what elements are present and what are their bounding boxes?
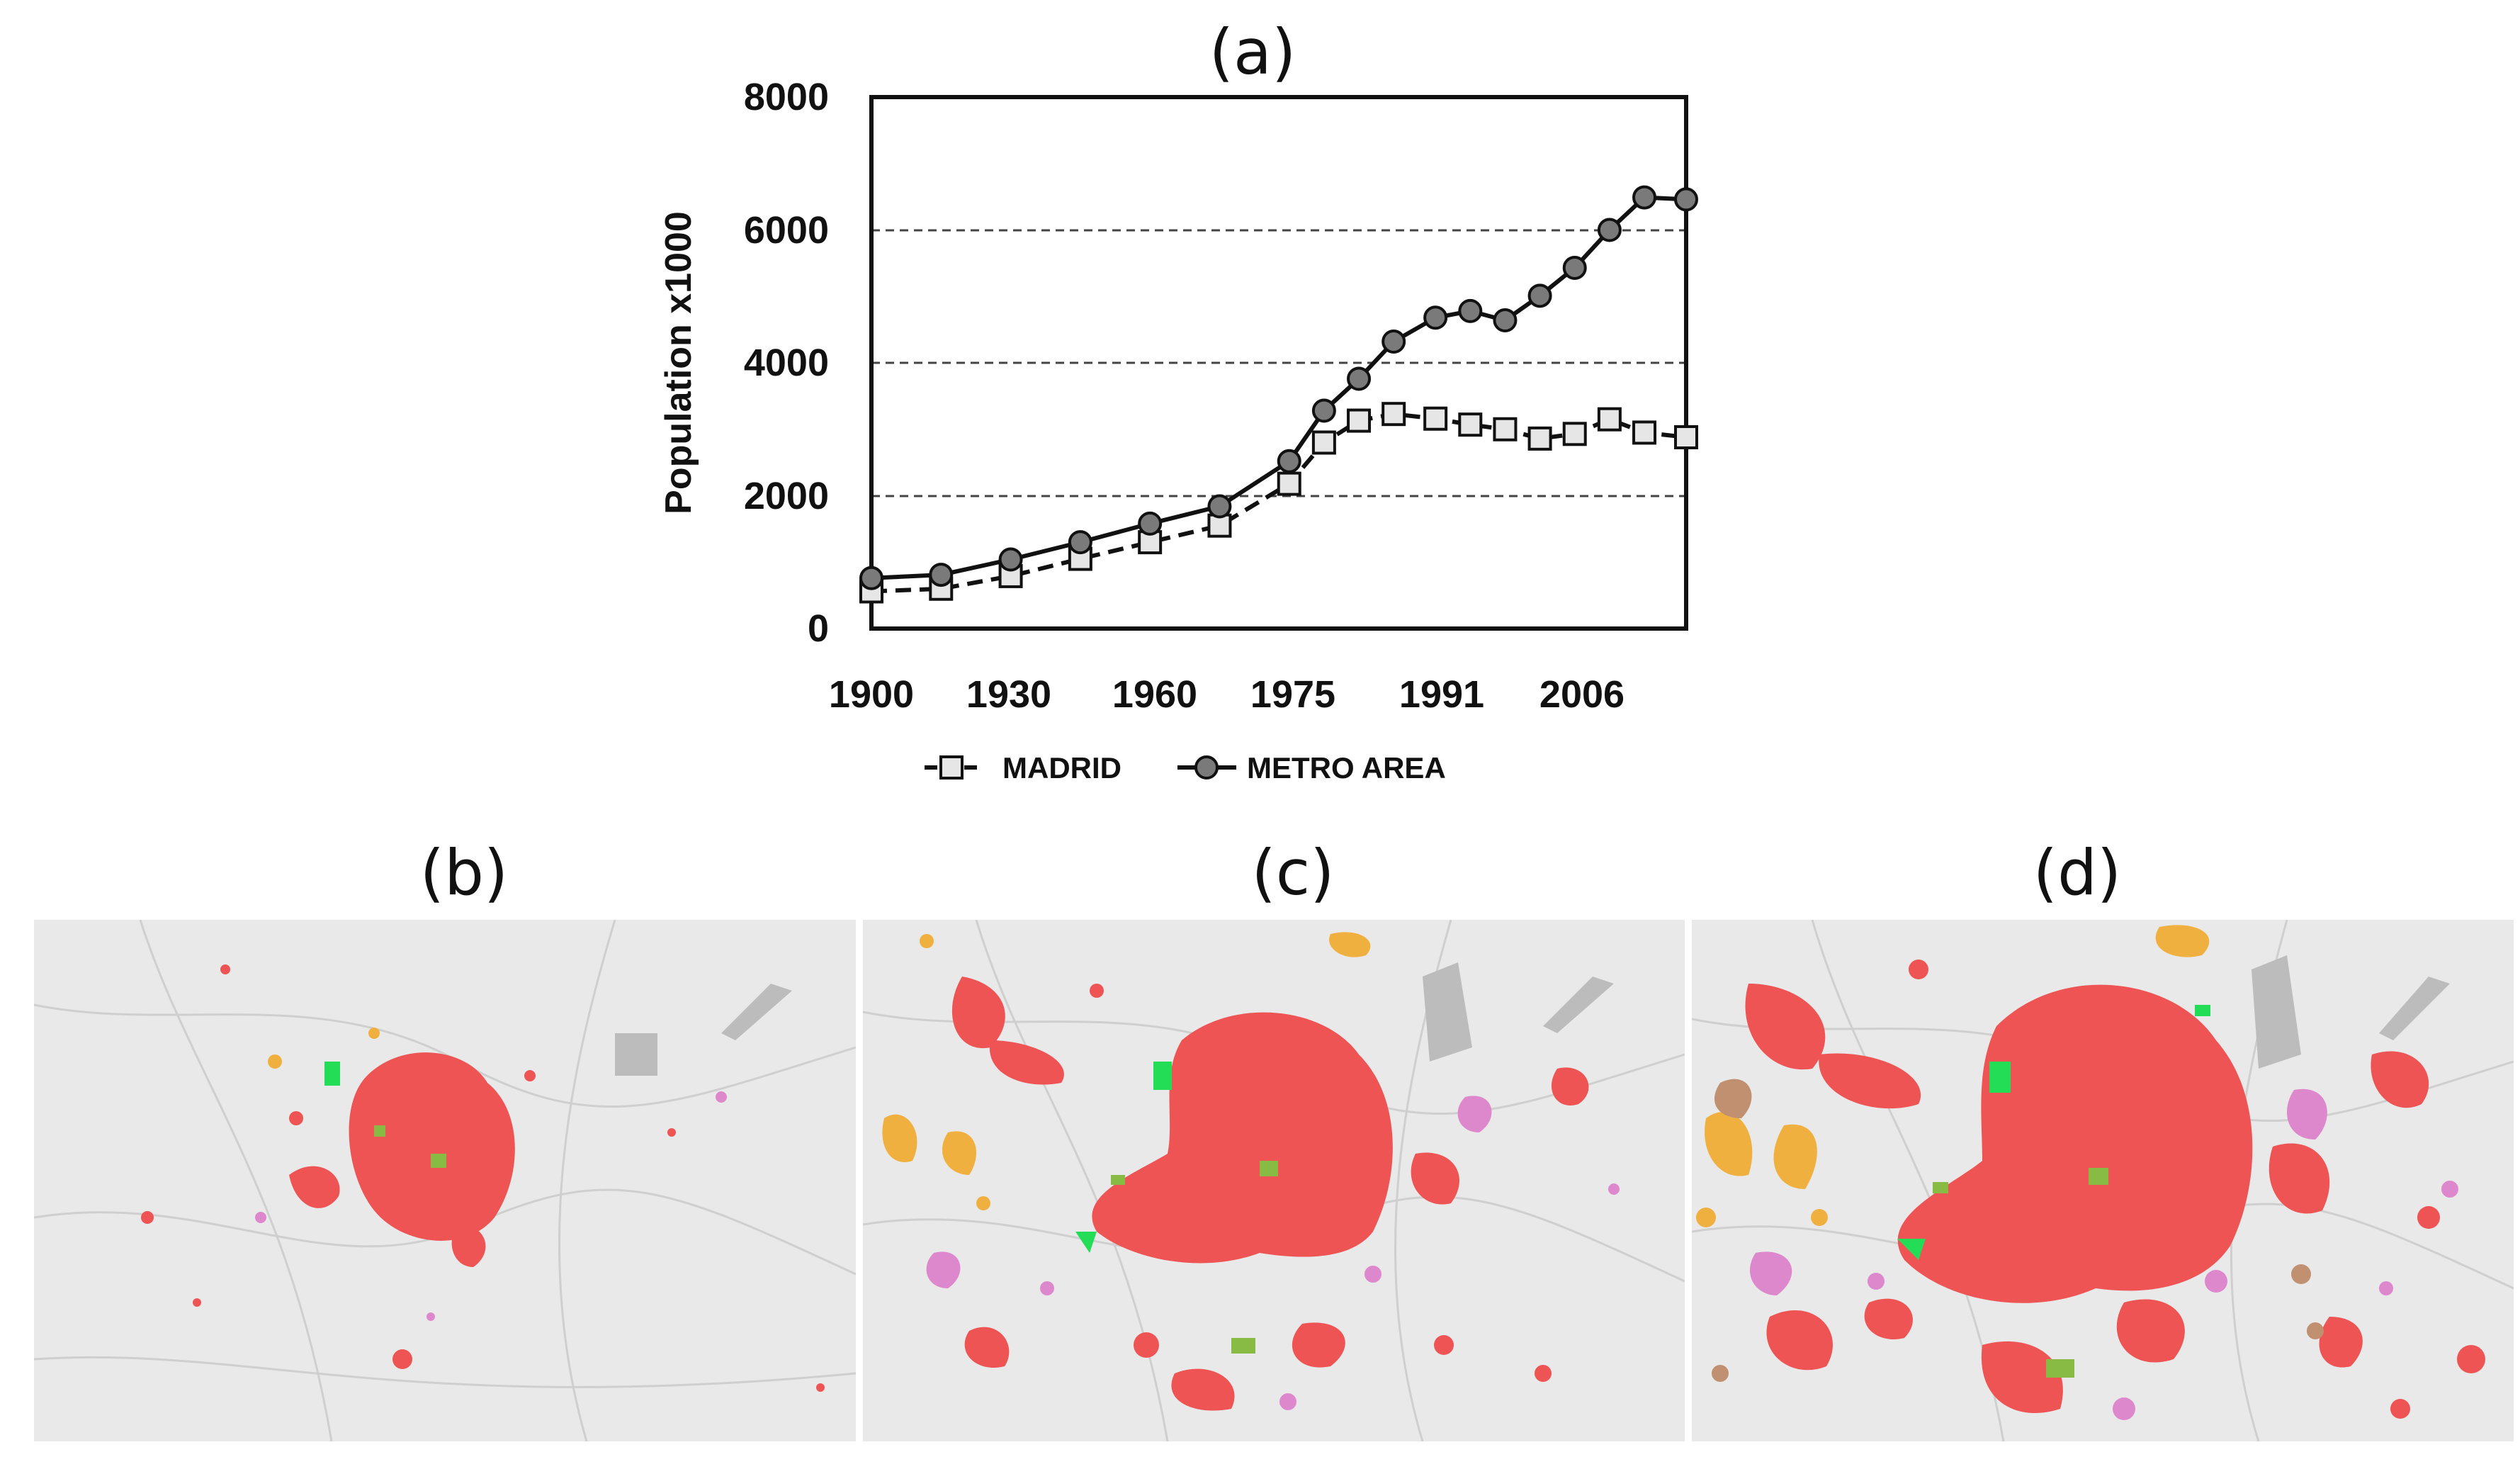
map-c-label: (c) (1251, 836, 1334, 909)
data-point-circle (1562, 255, 1587, 280)
data-point-circle (1632, 185, 1657, 210)
data-point-circle (1138, 511, 1163, 536)
y-tick-label: 2000 (744, 475, 829, 517)
legend-item-metro-area[interactable]: METRO AREA (1177, 751, 1446, 784)
data-point-circle (1527, 283, 1552, 308)
data-point-square (1277, 471, 1301, 496)
data-point-circle (1674, 187, 1698, 212)
data-point-circle (998, 547, 1023, 572)
data-point-circle (1347, 366, 1372, 391)
data-point-square (1493, 417, 1518, 441)
y-tick-label: 4000 (744, 342, 829, 384)
chart-title: (a) (1209, 16, 1296, 89)
data-point-square (1382, 402, 1406, 427)
x-tick-label: 1975 (1250, 673, 1335, 716)
data-point-circle (1493, 308, 1518, 332)
data-point-circle (1458, 298, 1483, 323)
data-point-square (1458, 412, 1483, 437)
map-panel-d (1692, 920, 2514, 1441)
legend-label-madrid: MADRID (1002, 751, 1121, 784)
x-axis: 1900 1930 1960 1975 1991 2006 (829, 673, 1625, 716)
data-point-circle (859, 566, 883, 590)
map-b-label: (b) (420, 836, 509, 909)
map-d-label: (d) (2033, 836, 2122, 909)
data-point-square (1562, 422, 1587, 446)
data-point-circle (1277, 449, 1301, 473)
series-layer (859, 185, 1698, 604)
y-axis-title: Population x1000 (658, 211, 699, 514)
x-tick-label: 1930 (966, 673, 1051, 716)
data-point-circle (929, 563, 954, 587)
y-tick-label: 6000 (744, 209, 829, 252)
data-point-circle (1068, 530, 1092, 555)
map-panel-c (863, 920, 1685, 1441)
map-panel-b (34, 920, 856, 1441)
data-point-square (1423, 406, 1448, 431)
x-tick-label: 1991 (1399, 673, 1484, 716)
data-point-square (1347, 408, 1372, 433)
legend-circle-marker (1194, 755, 1219, 780)
map-b-svg (34, 920, 856, 1441)
plot-area-frame (869, 95, 1688, 631)
y-tick-label: 0 (808, 607, 829, 650)
series-line (871, 195, 1687, 580)
data-point-circle (1207, 494, 1232, 519)
data-point-circle (1423, 305, 1448, 330)
legend-label-metro-area: METRO AREA (1247, 751, 1446, 784)
y-tick-label: 8000 (744, 76, 829, 118)
data-point-square (1632, 420, 1657, 445)
data-point-circle (1311, 398, 1336, 423)
gridlines (871, 229, 1686, 497)
map-c-svg (863, 920, 1685, 1441)
series-metro-area (859, 185, 1698, 590)
legend[interactable]: MADRID METRO AREA (925, 751, 1446, 784)
legend-item-madrid[interactable]: MADRID (925, 751, 1121, 784)
data-point-square (1527, 426, 1552, 451)
data-point-square (1597, 407, 1622, 432)
y-axis: 0 2000 4000 6000 8000 Population x1000 (658, 76, 829, 650)
figure-canvas: (a) 0 2000 4000 6000 8000 Population x10… (420, 16, 2122, 909)
data-point-square (1674, 425, 1698, 449)
data-point-circle (1382, 330, 1406, 354)
x-tick-label: 2006 (1539, 673, 1625, 716)
x-tick-label: 1900 (829, 673, 914, 716)
data-point-circle (1597, 218, 1622, 242)
series-madrid (859, 402, 1698, 604)
data-point-square (1311, 430, 1336, 455)
map-d-svg (1692, 920, 2514, 1441)
x-tick-label: 1960 (1112, 673, 1197, 716)
legend-square-marker (939, 755, 964, 780)
